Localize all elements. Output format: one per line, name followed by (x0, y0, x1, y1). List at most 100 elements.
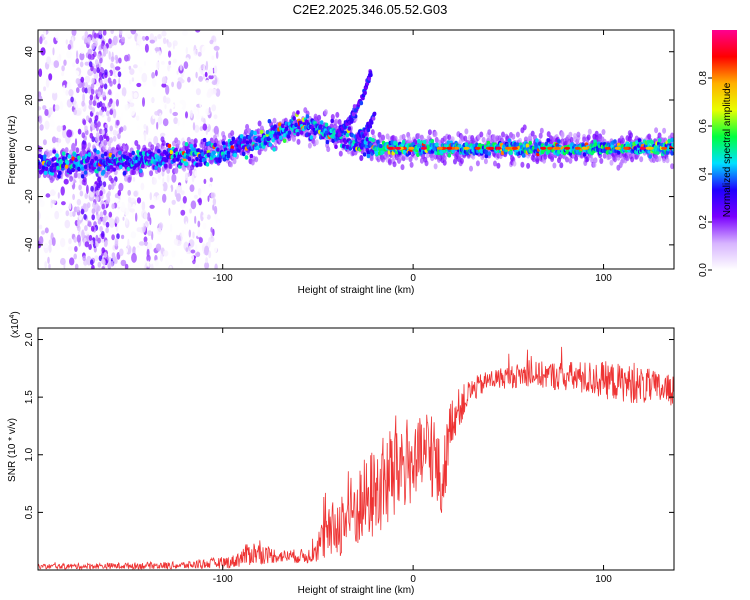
spectrogram-cell (97, 37, 102, 46)
spectrogram-cell (125, 144, 130, 151)
spectrogram-cell (94, 40, 98, 47)
spectrogram-cell (107, 116, 111, 123)
spectrogram-cell (211, 104, 217, 112)
spectrogram-cell (363, 90, 367, 96)
spectrogram-cell (84, 125, 88, 132)
spectrogram-cell (156, 200, 160, 206)
spectrogram-cell (84, 225, 88, 232)
spectrogram-cell (654, 144, 658, 149)
spectrogram-cell (43, 244, 49, 248)
spectrogram-cell (83, 164, 88, 170)
spectrogram-cell (99, 211, 104, 218)
spectrogram-cell (196, 148, 200, 153)
spectrogram-cell (273, 124, 277, 129)
spectrogram-cell (38, 262, 41, 268)
spectrogram-cell (95, 241, 99, 248)
spectrogram-cell (73, 90, 77, 100)
spectrogram-cell (105, 227, 109, 234)
spectrogram-cell (195, 244, 198, 253)
spectrogram-cell (204, 245, 210, 256)
spectrogram-cell (84, 75, 91, 84)
spectrogram-cell (250, 130, 254, 135)
spectrogram-cell (108, 152, 113, 158)
spectrogram-cell (118, 57, 122, 64)
spectrogram-cell (82, 93, 85, 103)
spectrogram-cell (181, 229, 185, 238)
spectrogram-cell (587, 128, 592, 135)
spectrogram-cell (88, 61, 93, 68)
colorbar-tick-label: 0.6 (698, 119, 709, 133)
spectrogram-cell (126, 166, 131, 172)
spectrogram-cell (167, 158, 172, 165)
spectrogram-cell (552, 162, 557, 169)
spectrogram-cell (43, 170, 48, 176)
spectrogram-cell (272, 147, 276, 152)
spectrogram-cell (371, 138, 375, 143)
y-tick-label: 0.5 (24, 505, 35, 519)
spectrogram-cell (186, 136, 191, 143)
spectrogram-cell (296, 138, 301, 145)
spectrogram-cell (609, 159, 614, 166)
spectrogram-cell (178, 132, 182, 138)
spectrogram-cell (366, 127, 371, 133)
spectrogram-cell (294, 122, 298, 128)
spectrogram-cell (576, 131, 581, 138)
spectrogram-cell (670, 132, 674, 139)
spectrogram-cell (124, 104, 129, 111)
spectrogram-cell (175, 212, 178, 218)
spectrogram-cell (98, 180, 103, 187)
spectrogram-cell (84, 61, 90, 66)
spectrogram-cell (152, 77, 157, 87)
spectrogram-cell (195, 113, 201, 120)
y-tick-label: 40 (24, 46, 35, 58)
spectrogram-cell (203, 118, 206, 126)
spectrogram-cell (122, 216, 125, 221)
spectrogram-cell (207, 239, 211, 249)
spectrogram-cell (51, 136, 57, 144)
spectrogram-cell (117, 71, 122, 78)
spectrogram-cell (95, 195, 100, 202)
spectrogram-cell (179, 64, 183, 71)
spectrogram-cell (193, 138, 198, 145)
spectrogram-cell (47, 256, 50, 264)
spectrogram-cell (239, 134, 244, 139)
y-tick-label: 20 (24, 94, 35, 106)
spectrogram-cell (351, 112, 356, 117)
spectrogram-cell (62, 84, 66, 94)
spectrogram-cell (343, 139, 348, 145)
spectrogram-cell (108, 101, 112, 108)
spectrogram-cell (79, 190, 84, 197)
spectrogram-cell (124, 36, 129, 46)
spectrogram-cell (86, 184, 89, 195)
spectrogram-cell (75, 147, 80, 154)
spectrogram-cell (131, 150, 135, 156)
spectrogram-cell (81, 81, 85, 88)
x-tick-label: 0 (410, 273, 416, 284)
spectrogram-cell (82, 203, 87, 210)
spectrogram-cell (161, 76, 167, 84)
spectrogram-cell (209, 177, 213, 183)
spectrogram-cell (179, 259, 183, 265)
colorbar-label: Normalized spectral amplitude (722, 82, 733, 217)
spectrogram-cell (159, 112, 162, 119)
spectrogram-cell (212, 150, 216, 156)
spectrogram-cell (131, 252, 137, 263)
spectrogram-cell (345, 144, 350, 150)
spectrogram-cell (143, 236, 148, 243)
spectrogram-cell (40, 155, 44, 160)
spectrogram-cell (495, 146, 502, 150)
spectrogram-cell (45, 78, 50, 88)
spectrogram-cell (319, 124, 323, 129)
spectrogram-cell (87, 36, 91, 43)
spectrogram-cell (101, 169, 106, 175)
spectrogram-cell (99, 79, 104, 86)
spectrogram-cell (613, 139, 617, 144)
spectrogram-cell (129, 68, 135, 75)
spectrogram-cell (64, 219, 71, 229)
spectrogram-cell (560, 131, 565, 137)
spectrogram-cell (217, 84, 220, 89)
snr-panel: -100 0 100 0.5 1.0 1.5 2.0 Height of straight… (7, 311, 675, 596)
spectrogram-cell (243, 129, 248, 135)
spectrogram-cell (91, 214, 95, 221)
spectrogram-cell (133, 190, 138, 197)
